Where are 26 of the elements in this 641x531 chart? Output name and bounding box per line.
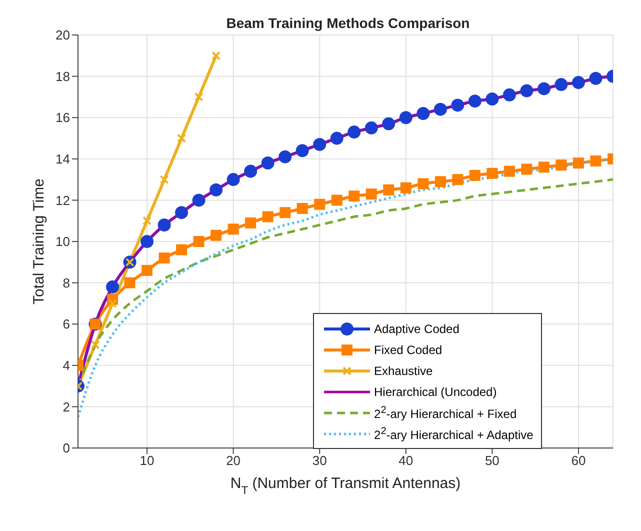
- legend-label: Adaptive Coded: [374, 322, 460, 336]
- x-tick-label: 40: [398, 453, 414, 468]
- legend-label: Hierarchical (Uncoded): [374, 384, 497, 398]
- x-tick-label: 30: [312, 453, 327, 468]
- x-tick-label: 20: [226, 453, 241, 468]
- legend-label: 2$^{2}$-ary Hierarchical + Adaptive: [374, 426, 534, 442]
- y-tick-label: 2: [62, 399, 70, 414]
- x-tick-label: 10: [140, 453, 154, 468]
- x-tick-label: 50: [484, 453, 500, 468]
- x-tick-label: 60: [571, 453, 586, 468]
- y-tick-label: 6: [62, 316, 70, 332]
- legend-label: Fixed Coded: [374, 342, 442, 356]
- y-tick-label: 16: [56, 110, 70, 126]
- y-tick-label: 8: [62, 275, 70, 290]
- y-tick-label: 18: [56, 68, 70, 84]
- x-axis-title: N$_{T}$ (Number of Transmit Antennas): [230, 475, 461, 497]
- y-tick-label: 20: [56, 28, 70, 43]
- legend-label: Exhaustive: [374, 364, 433, 378]
- y-tick-label: 10: [56, 234, 70, 250]
- y-tick-label: 12: [56, 192, 70, 208]
- y-tick-label: 0: [62, 440, 70, 456]
- legend-label: 2$^{2}$-ary Hierarchical + Fixed: [374, 404, 517, 420]
- y-tick-label: 4: [62, 358, 70, 374]
- y-axis-title: Total Training Time: [30, 178, 48, 304]
- chart-title: Beam Training Methods Comparison: [226, 15, 470, 31]
- y-tick-label: 14: [56, 152, 70, 167]
